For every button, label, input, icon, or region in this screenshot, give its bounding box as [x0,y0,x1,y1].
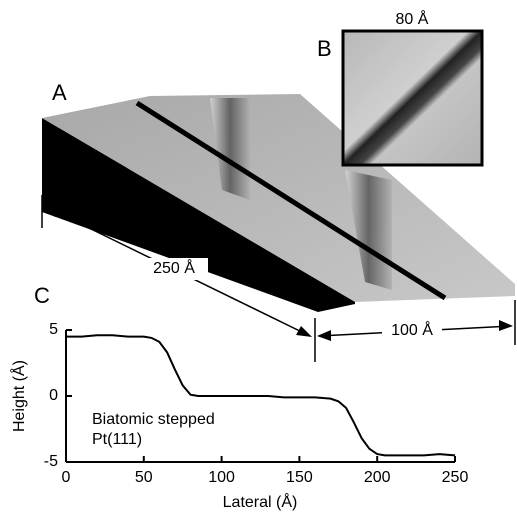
x-tick-label: 150 [286,469,313,486]
arrow-heads [44,206,513,341]
y-tick-label: 0 [49,387,58,404]
x-tick-label: 0 [62,469,71,486]
stm-3d-image [42,94,515,312]
x-tick-label: 100 [208,469,235,486]
annotation: Biatomic stepped [92,411,215,428]
y-axis-label: Height (Å) [9,360,28,432]
panel-label: B [317,36,332,61]
annotation: Pt(111) [92,431,142,448]
x-tick-label: 250 [442,469,469,486]
x-axis-label: Lateral (Å) [223,492,298,511]
scale-label: 80 Å [396,9,429,28]
label-bg [382,320,442,342]
label-bg [140,258,208,280]
y-tick-label: 5 [49,321,58,338]
stm-inset [341,29,484,167]
scale-label: 100 Å [391,320,433,339]
panel-label: A [52,80,67,105]
x-tick-label: 50 [135,469,153,486]
y-tick-label: -5 [44,453,58,470]
panel-label: C [34,283,50,308]
scale-label: 250 Å [153,258,195,277]
x-tick-label: 200 [364,469,391,486]
profile-line [66,334,456,457]
